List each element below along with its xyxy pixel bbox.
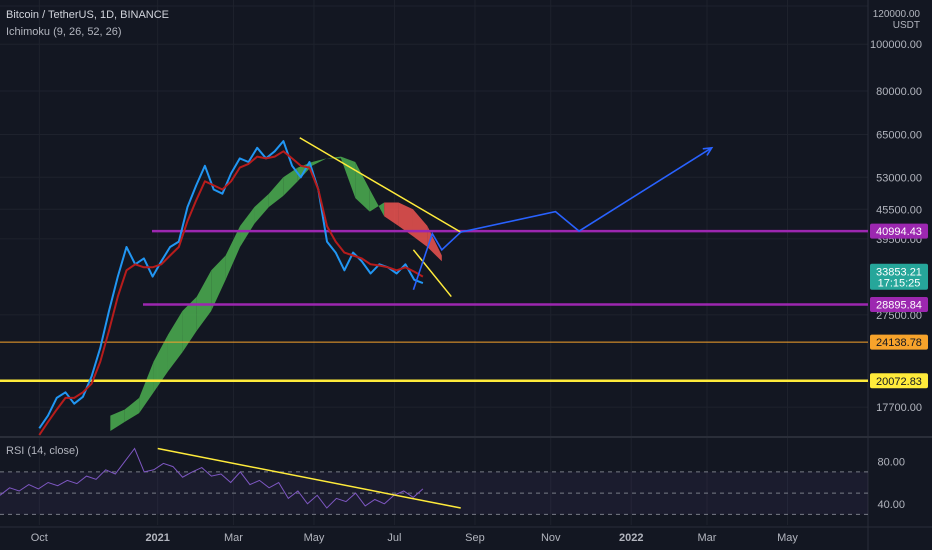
cloud-segment-bullish bbox=[182, 296, 197, 353]
price-tag-label: 24138.78 bbox=[876, 337, 922, 349]
price-tag bbox=[870, 263, 928, 290]
cloud-segment-bullish bbox=[167, 311, 183, 372]
price-tag bbox=[870, 223, 928, 239]
top-price-label: 120000.00 bbox=[872, 9, 920, 20]
rsi-label[interactable]: RSI (14, close) bbox=[6, 445, 79, 457]
cloud-segment-bullish bbox=[196, 270, 212, 331]
cloud-segment-bullish bbox=[312, 158, 327, 166]
trendline bbox=[412, 249, 452, 298]
price-tag-countdown: 17:15:25 bbox=[878, 277, 921, 289]
currency-label: USDT bbox=[892, 20, 920, 31]
price-tick-label: 100000.00 bbox=[870, 39, 922, 51]
rsi-trendline bbox=[157, 447, 461, 509]
cloud-segment-bearish bbox=[412, 209, 428, 248]
price-tick-label: 27500.00 bbox=[876, 310, 922, 322]
rsi-line bbox=[0, 447, 424, 509]
cloud-segment-bullish bbox=[355, 162, 370, 212]
time-tick-label: 2021 bbox=[145, 532, 169, 544]
chart-title[interactable]: Bitcoin / TetherUS, 1D, BINANCE bbox=[6, 9, 170, 21]
price-tag-label: 40994.43 bbox=[876, 226, 922, 238]
price-tick-label: 80000.00 bbox=[876, 86, 922, 98]
projection-path bbox=[412, 147, 713, 290]
price-tag bbox=[870, 373, 928, 389]
cloud-segment-bullish bbox=[240, 206, 255, 248]
price-tag-label: 20072.83 bbox=[876, 376, 922, 388]
cloud-segment-bullish bbox=[110, 409, 125, 431]
price-tag bbox=[870, 296, 928, 312]
time-tick-label: Jul bbox=[387, 532, 401, 544]
cloud-segment-bullish bbox=[211, 255, 226, 312]
cloud-segment-bullish bbox=[124, 397, 140, 422]
time-tick-label: May bbox=[777, 532, 798, 544]
rsi-tick-label: 80.00 bbox=[877, 456, 905, 468]
cloud-segment-bearish bbox=[398, 202, 413, 237]
trendline bbox=[299, 137, 462, 233]
cloud-segment-bullish bbox=[254, 193, 269, 224]
price-tick-label: 65000.00 bbox=[876, 130, 922, 142]
time-tick-label: 2022 bbox=[619, 532, 643, 544]
cloud-segment-bullish bbox=[326, 156, 341, 159]
time-tick-label: Mar bbox=[698, 532, 717, 544]
cloud-segment-bullish bbox=[283, 167, 298, 196]
price-tick-label: 45500.00 bbox=[876, 204, 922, 216]
time-tick-label: May bbox=[304, 532, 325, 544]
cloud-segment-bullish bbox=[139, 361, 154, 414]
cloud-segment-bearish bbox=[384, 202, 399, 227]
time-tick-label: Nov bbox=[541, 532, 561, 544]
cloud-segment-bullish bbox=[153, 334, 168, 393]
kijun-line bbox=[38, 150, 424, 436]
projection-arrowhead bbox=[702, 146, 714, 156]
price-tag-label: 33853.21 bbox=[876, 266, 922, 278]
time-tick-label: Mar bbox=[224, 532, 243, 544]
time-tick-label: Sep bbox=[465, 532, 485, 544]
price-tick-label: 17700.00 bbox=[876, 402, 922, 414]
cloud-segment-bullish bbox=[268, 177, 284, 207]
indicator-label[interactable]: Ichimoku (9, 26, 52, 26) bbox=[6, 26, 122, 38]
price-tick-label: 53000.00 bbox=[876, 172, 922, 184]
price-tag bbox=[870, 334, 928, 350]
price-tag-label: 28895.84 bbox=[876, 299, 922, 311]
time-tick-label: Oct bbox=[31, 532, 48, 544]
cloud-segment-bullish bbox=[225, 226, 241, 280]
rsi-tick-label: 40.00 bbox=[877, 499, 905, 511]
cloud-segment-bullish bbox=[340, 156, 356, 199]
cloud-segment-bullish bbox=[369, 189, 385, 217]
cloud-segment-bearish bbox=[427, 226, 442, 262]
price-axis-unit: 120000.00 USDT bbox=[873, 9, 920, 31]
